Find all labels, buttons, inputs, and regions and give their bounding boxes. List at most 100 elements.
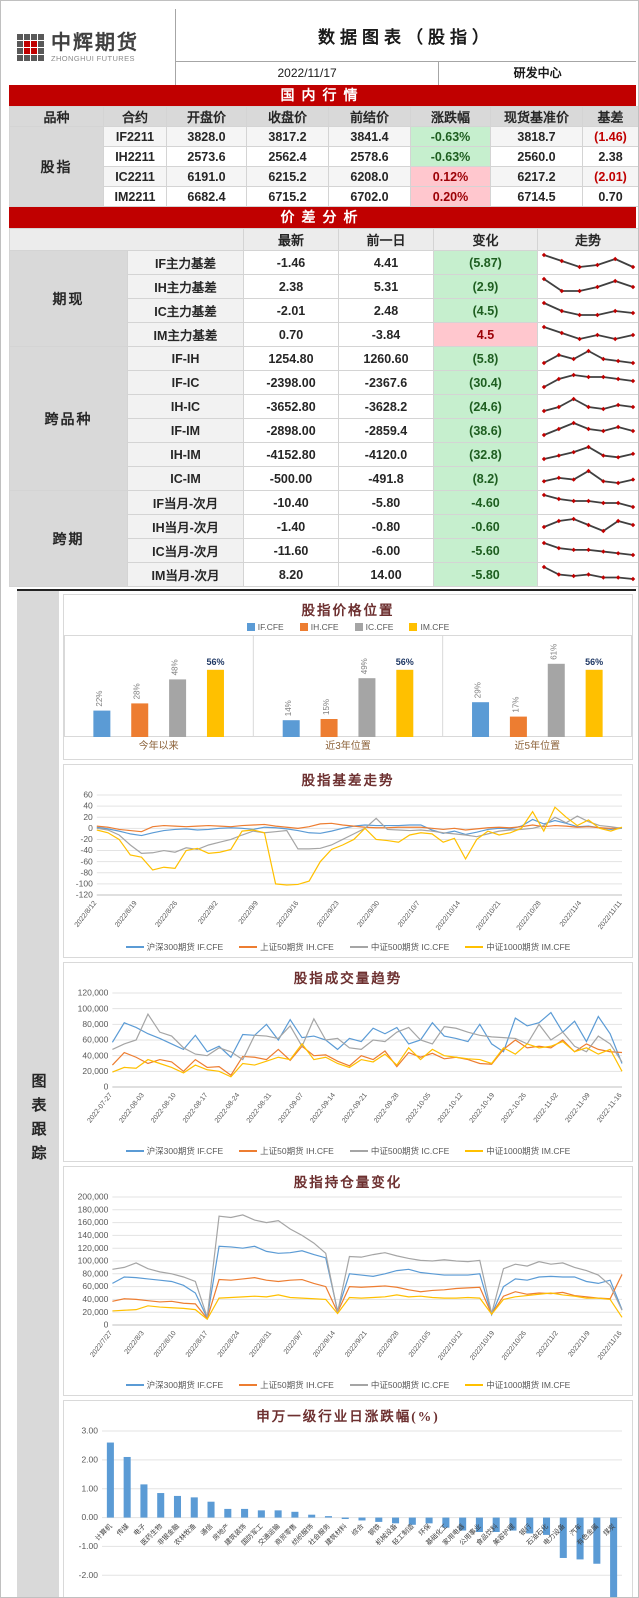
svg-text:100,000: 100,000 <box>78 1256 109 1266</box>
close-price-cell: 3817.2 <box>246 126 329 147</box>
spread-row: IH主力基差 2.38 5.31 (2.9) <box>10 274 638 299</box>
prev-day-cell: -3.84 <box>338 322 434 347</box>
spot-benchmark-cell: 3818.7 <box>490 126 583 147</box>
company-name: 中辉期货 <box>51 31 139 54</box>
legend-label: IF.CFE <box>257 622 284 632</box>
legend-item: 上证50期货 IH.CFE <box>239 1379 334 1391</box>
svg-text:49%: 49% <box>360 658 369 674</box>
change-pct-cell: -0.63% <box>410 146 491 167</box>
legend-item: IF.CFE <box>246 622 284 632</box>
chart-legend: IF.CFE IH.CFE IC.CFE IM.CFE <box>64 619 632 635</box>
column-header: 前一日 <box>338 228 434 251</box>
page-title: 数据图表（股指） <box>318 27 494 47</box>
svg-text:钢铁: 钢铁 <box>366 1521 382 1537</box>
prev-day-cell: 5.31 <box>338 274 434 299</box>
prev-day-cell: -0.80 <box>338 514 434 539</box>
chart-tracking-label: 图表跟踪 <box>29 1073 46 1169</box>
svg-text:2022-08-24: 2022-08-24 <box>214 1092 242 1125</box>
basis-cell: (2.01) <box>582 166 638 187</box>
legend-item: 中证1000期货 IM.CFE <box>465 1379 570 1391</box>
trend-sparkline-cell <box>537 514 638 539</box>
sparkline-chart <box>541 396 635 414</box>
section-domestic-market: 国内行情 <box>9 85 636 106</box>
chart-title: 股指基差走势 <box>301 773 395 788</box>
latest-cell: 1254.80 <box>243 346 339 371</box>
trend-sparkline-cell <box>537 442 638 467</box>
latest-cell: -1.46 <box>243 250 339 275</box>
contract-cell: IC2211 <box>103 166 167 187</box>
basis-cell: (1.46) <box>582 126 638 147</box>
svg-text:2022/11/9: 2022/11/9 <box>567 1330 591 1359</box>
variety-group-label: 股指 <box>9 126 104 207</box>
legend-swatch <box>465 1384 484 1386</box>
change-cell: (5.8) <box>433 346 538 371</box>
svg-text:2022-09-21: 2022-09-21 <box>341 1092 369 1125</box>
legend-label: 沪深300期货 IF.CFE <box>146 1380 224 1390</box>
legend-item: 沪深300期货 IF.CFE <box>125 941 223 953</box>
legend-label: 中证1000期货 IM.CFE <box>486 1380 571 1390</box>
open-price-cell: 2573.6 <box>166 146 247 167</box>
spread-row: IC当月-次月 -11.60 -6.00 -5.60 <box>10 538 638 563</box>
logo: 中辉期货 ZHONGHUI FUTURES <box>9 9 175 85</box>
prev-day-cell: 2.48 <box>338 298 434 323</box>
industry_change-svg: 3.002.001.000.00-1.00-2.00-3.00-4.00计算机传… <box>79 1426 622 1597</box>
latest-cell: -4152.80 <box>243 442 339 467</box>
section-spread-analysis: 价差分析 <box>9 207 636 228</box>
change-cell: -5.60 <box>433 538 538 563</box>
column-header: 基差 <box>582 106 638 127</box>
grouped-bar-plot: 22% 28% 48% 56% 今年以来 14% 15% 49% 56% 近3年位置 29% 17% 6… <box>64 635 632 753</box>
svg-text:2022/8/19: 2022/8/19 <box>114 900 139 929</box>
close-price-cell: 2562.4 <box>246 146 329 167</box>
svg-text:2022/9/21: 2022/9/21 <box>344 1330 369 1359</box>
svg-text:环保: 环保 <box>417 1521 433 1537</box>
chart-card-volume-trend: 股指成交量趋势 120,000 100,000 80,000 60,000 40,000… <box>63 962 633 1162</box>
report-header: 中辉期货 ZHONGHUI FUTURES 数据图表（股指） 2022/11/1… <box>9 9 636 85</box>
sparkline-chart <box>541 276 635 294</box>
legend-swatch <box>239 1150 258 1152</box>
oi_change-svg: 200,000 180,000 160,000 140,000 120,000 100,0… <box>78 1192 624 1362</box>
column-header: 变化 <box>433 228 538 251</box>
spot-benchmark-cell: 6217.2 <box>490 166 583 187</box>
chart-title: 股指成交量趋势 <box>293 971 403 986</box>
prev-settle-cell: 2578.6 <box>328 146 411 167</box>
svg-text:2.00: 2.00 <box>81 1454 98 1464</box>
svg-text:2022/8/24: 2022/8/24 <box>217 1330 242 1359</box>
spread-name-cell: IC当月-次月 <box>127 538 244 563</box>
spot-benchmark-cell: 6714.5 <box>490 186 583 207</box>
contract-cell: IH2211 <box>103 146 167 167</box>
prev-day-cell: -5.80 <box>338 490 434 515</box>
prev-day-cell: 14.00 <box>338 562 434 587</box>
svg-text:2022-10-12: 2022-10-12 <box>437 1092 465 1125</box>
trend-sparkline-cell <box>537 250 638 275</box>
svg-text:2022/11/11: 2022/11/11 <box>597 900 624 931</box>
market-row: IH2211 2573.6 2562.4 2578.6 -0.63% 2560.0 2.38 <box>10 146 638 167</box>
svg-text:通信: 通信 <box>198 1521 214 1537</box>
svg-text:22%: 22% <box>95 691 104 707</box>
latest-cell: -11.60 <box>243 538 339 563</box>
svg-text:0: 0 <box>88 823 93 833</box>
svg-text:40: 40 <box>83 801 93 811</box>
change-cell: (2.9) <box>433 274 538 299</box>
spread-name-cell: IF-IM <box>127 418 244 443</box>
svg-text:2022/9/28: 2022/9/28 <box>376 1330 401 1359</box>
legend-label: IM.CFE <box>420 622 450 632</box>
spread-name-cell: IF-IC <box>127 370 244 395</box>
line-plot: 60 40 20 0 -20 -40 -60 -80 -100 -120 2022/8/12 2022… <box>64 789 632 939</box>
sparkline-chart <box>541 372 635 390</box>
chart-card-price-position: 股指价格位置 IF.CFE IH.CFE IC.CFE IM.CFE 22% 28% 48… <box>63 594 633 760</box>
chart-card-oi-change: 股指持仓量变化 200,000 180,000 160,000 140,000 120,… <box>63 1166 633 1396</box>
change-cell: (38.6) <box>433 418 538 443</box>
spread-row: IC主力基差 -2.01 2.48 (4.5) <box>10 298 638 323</box>
svg-text:2022/10/28: 2022/10/28 <box>516 900 543 932</box>
svg-text:2022/8/10: 2022/8/10 <box>153 1330 178 1359</box>
trend-sparkline-cell <box>537 418 638 443</box>
spread-row: IH-IC -3652.80 -3628.2 (24.6) <box>10 394 638 419</box>
legend-swatch <box>349 1150 368 1152</box>
chart-card-basis-trend: 股指基差走势 60 40 20 0 -20 -40 -60 -80 -100 -120 2022/8… <box>63 764 633 958</box>
svg-text:-120: -120 <box>76 890 93 900</box>
sparkline-chart <box>541 540 635 558</box>
legend-label: 中证1000期货 IM.CFE <box>486 1146 571 1156</box>
svg-text:28%: 28% <box>133 683 142 699</box>
svg-text:2022/10/14: 2022/10/14 <box>435 900 462 932</box>
legend-label: 上证50期货 IH.CFE <box>260 1146 334 1156</box>
